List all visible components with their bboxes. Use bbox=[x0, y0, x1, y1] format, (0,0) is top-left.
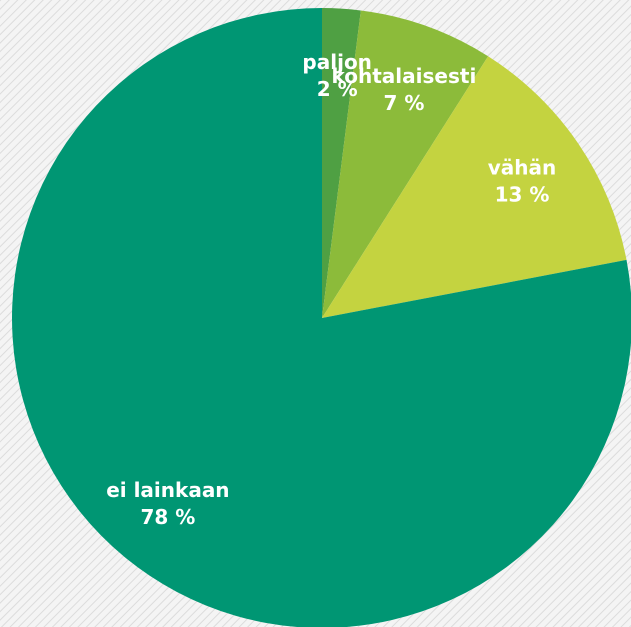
value-label: 13 % bbox=[495, 183, 550, 207]
slice-label: ei lainkaan bbox=[106, 478, 229, 502]
value-label: 7 % bbox=[383, 91, 424, 115]
pie-slice bbox=[12, 8, 631, 627]
pie bbox=[12, 8, 631, 627]
value-label: 78 % bbox=[140, 505, 195, 529]
slice-label: paljon bbox=[302, 50, 372, 74]
pie-slice bbox=[322, 10, 489, 318]
pie-slice bbox=[322, 56, 627, 319]
slice-label: kohtalaisesti bbox=[332, 64, 477, 88]
slice-label: vähän bbox=[488, 156, 557, 180]
labels: paljon 2 %kohtalaisesti 7 % vähän 13 % ei lai… bbox=[106, 50, 556, 529]
pie-slice bbox=[322, 8, 361, 318]
value-label: 2 % bbox=[317, 77, 358, 101]
